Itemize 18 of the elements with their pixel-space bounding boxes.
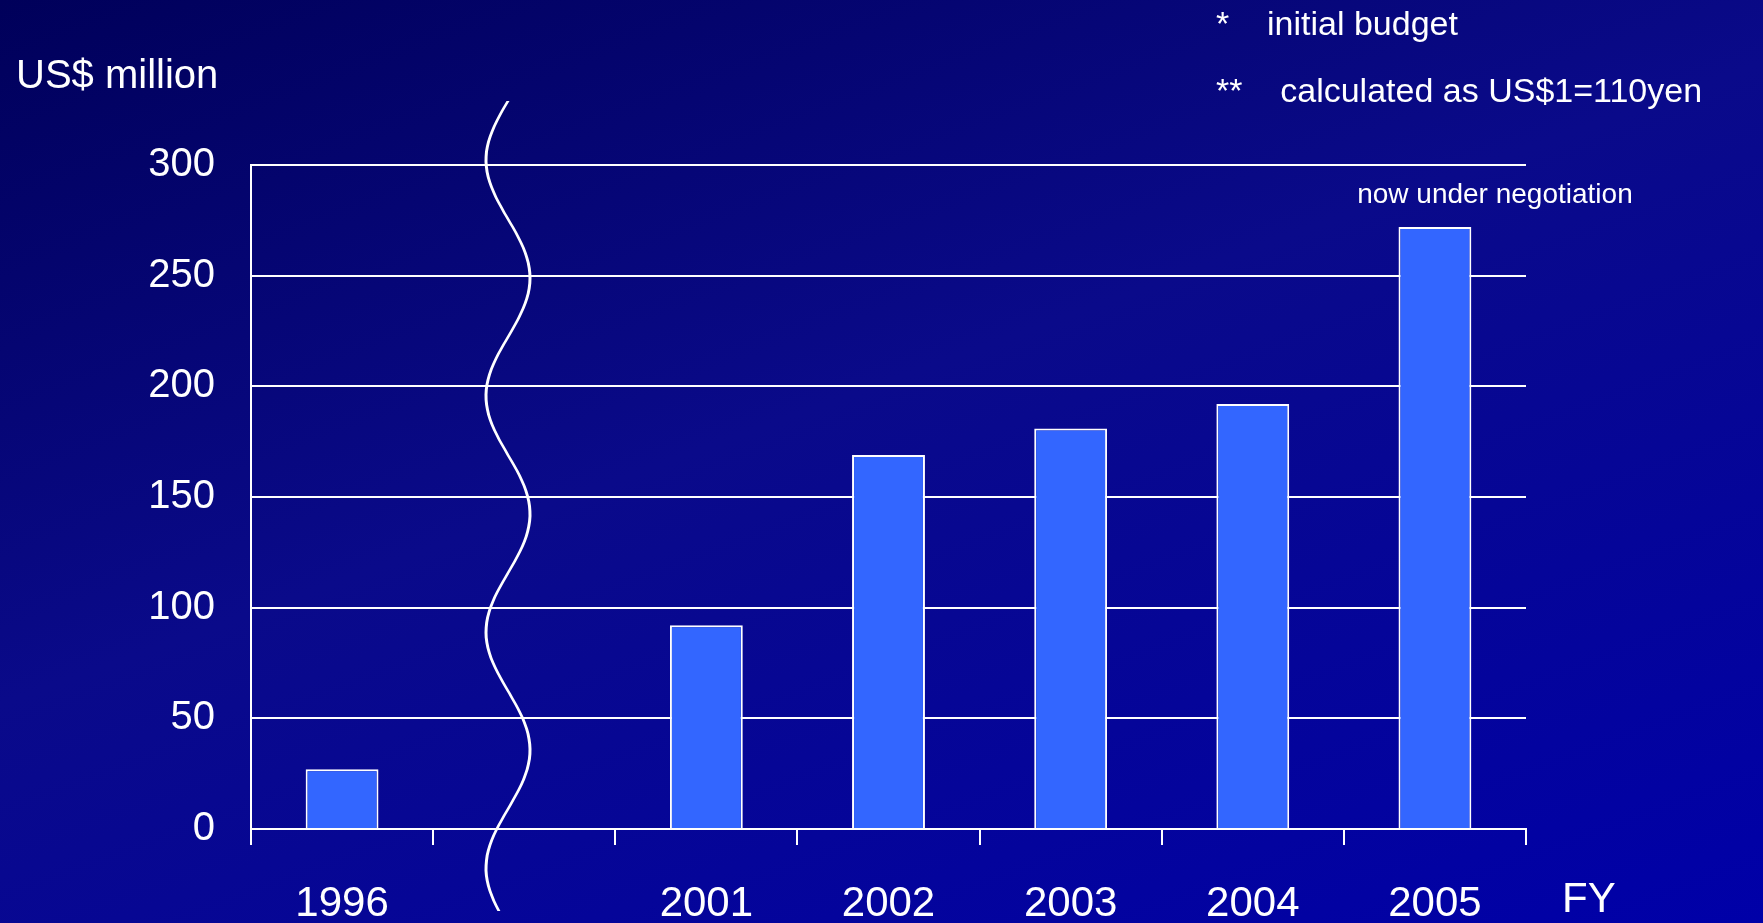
y-tick-label: 250: [148, 250, 215, 295]
x-tick-label: 2001: [659, 877, 754, 923]
y-tick-label: 0: [192, 804, 215, 849]
y-axis-title: US$ million: [16, 52, 219, 97]
text: ** calculated as US$1=110yen: [1216, 71, 1703, 110]
y-tick-label: 50: [170, 693, 215, 738]
text: * initial budget: [1216, 4, 1459, 43]
y-tick-label: 200: [148, 361, 215, 406]
annotation: now under negotiation: [1357, 177, 1633, 209]
x-axis-title: FY: [1562, 873, 1616, 921]
y-tick-label: 100: [148, 582, 215, 627]
x-tick-label: 2004: [1206, 877, 1300, 923]
x-tick-label: 1996: [295, 877, 389, 923]
x-tick-label: 2003: [1023, 877, 1118, 923]
y-tick-label: 150: [148, 472, 215, 517]
x-tick-label: 2005: [1388, 877, 1482, 923]
y-tick-label: 300: [148, 140, 215, 185]
x-tick-label: 2002: [841, 877, 936, 923]
